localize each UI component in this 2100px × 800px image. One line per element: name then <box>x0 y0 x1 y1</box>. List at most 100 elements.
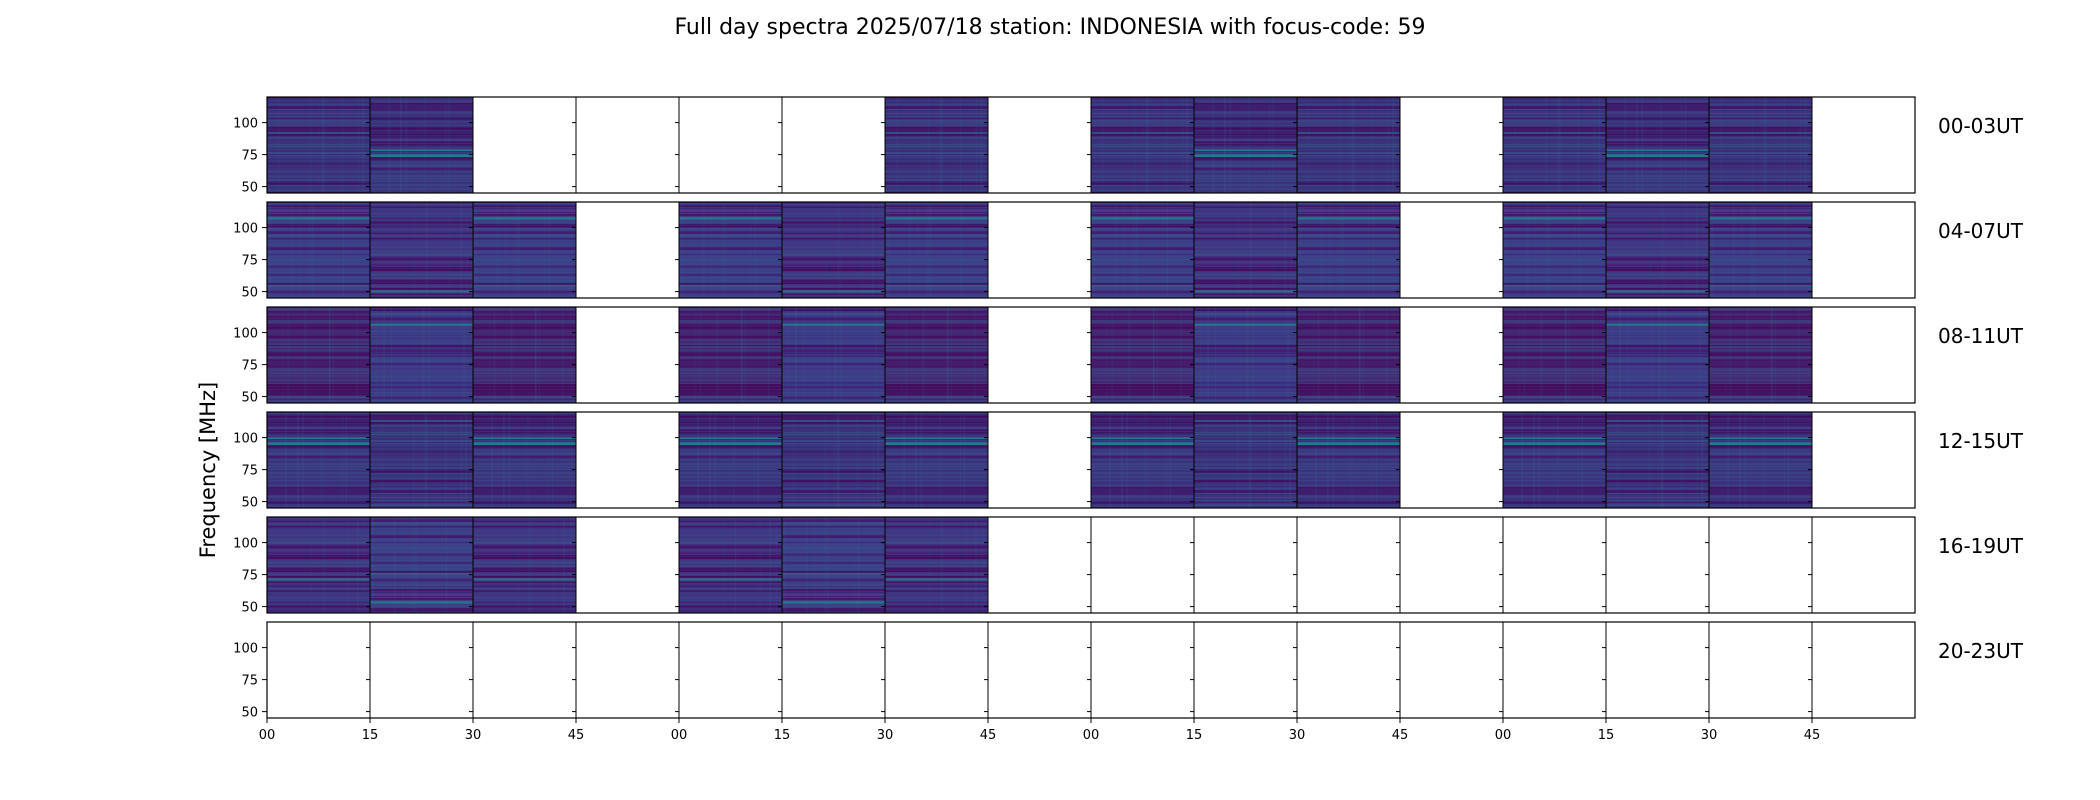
x-tick-label: 45 <box>568 728 585 743</box>
x-tick-label: 30 <box>1701 728 1718 743</box>
row-frame <box>266 201 1916 299</box>
spectrogram-panel <box>473 412 576 508</box>
row-frame <box>266 516 1916 614</box>
y-tick-label: 50 <box>241 496 258 511</box>
spectrogram-panel <box>267 412 370 508</box>
spectrogram-panel <box>1503 412 1606 508</box>
spectrogram-panel <box>267 202 370 298</box>
x-tick-label: 00 <box>1083 728 1100 743</box>
spectrogram-panel <box>1709 307 1812 403</box>
chart-title: Full day spectra 2025/07/18 station: IND… <box>674 15 1425 40</box>
spectrogram-panel <box>1503 202 1606 298</box>
spectrogram-panel <box>370 97 473 193</box>
y-tick-label: 75 <box>241 359 258 374</box>
x-tick-label: 45 <box>980 728 997 743</box>
y-axis-label: Frequency [MHz] <box>196 382 220 558</box>
spectrogram-panel <box>473 202 576 298</box>
spectrogram-panel <box>473 307 576 403</box>
spectrogram-panel <box>1297 412 1400 508</box>
spectrogram-panel <box>782 202 885 298</box>
row-label: 16-19UT <box>1938 534 2024 558</box>
x-tick-label: 15 <box>362 728 379 743</box>
spectrogram-panel <box>267 517 370 613</box>
x-tick-label: 15 <box>1598 728 1615 743</box>
y-tick-label: 100 <box>233 642 258 657</box>
spectrogram-panel <box>885 97 988 193</box>
spectrogram-panel <box>1194 307 1297 403</box>
spectrogram-panel <box>1709 412 1812 508</box>
spectrogram-panel <box>1194 412 1297 508</box>
spectrogram-panel <box>1297 307 1400 403</box>
spectrogram-panel <box>370 202 473 298</box>
x-tick-label: 30 <box>465 728 482 743</box>
spectrogram-panel <box>1606 97 1709 193</box>
row-frame <box>266 96 1916 194</box>
spectrogram-panel <box>782 412 885 508</box>
y-tick-label: 50 <box>241 181 258 196</box>
spectrogram-panel <box>1709 202 1812 298</box>
spectrogram-panel <box>1194 97 1297 193</box>
x-tick-label: 00 <box>671 728 688 743</box>
row-label: 08-11UT <box>1938 324 2024 348</box>
spectrogram-panel <box>1091 202 1194 298</box>
row-label: 04-07UT <box>1938 219 2024 243</box>
y-tick-label: 100 <box>233 537 258 552</box>
spectrogram-panel <box>1606 307 1709 403</box>
spectrogram-panel <box>267 307 370 403</box>
spectrogram-panel <box>782 517 885 613</box>
y-tick-label: 75 <box>241 674 258 689</box>
y-tick-label: 75 <box>241 149 258 164</box>
spectrogram-panel <box>1297 202 1400 298</box>
y-tick-label: 75 <box>241 569 258 584</box>
y-tick-label: 50 <box>241 706 258 721</box>
spectrogram-panel <box>370 517 473 613</box>
spectrogram-panel <box>1606 202 1709 298</box>
spectrogram-panel <box>1503 307 1606 403</box>
x-tick-label: 45 <box>1392 728 1409 743</box>
x-tick-label: 30 <box>877 728 894 743</box>
spectrogram-panel <box>370 307 473 403</box>
spectrogram-panel <box>1606 412 1709 508</box>
spectrogram-panel <box>885 307 988 403</box>
spectrogram-panel <box>1297 97 1400 193</box>
spectrogram-panel <box>370 412 473 508</box>
spectrogram-panel <box>885 202 988 298</box>
row-frame <box>266 411 1916 509</box>
spectrogram-panel <box>679 412 782 508</box>
row-label: 00-03UT <box>1938 114 2024 138</box>
spectrogram-panel <box>1091 97 1194 193</box>
y-tick-label: 50 <box>241 391 258 406</box>
row-frame <box>266 306 1916 404</box>
panel-grid: 00-03UT 100 75 50 04-07UT 100 75 50 08-11UT 100 75… <box>233 96 2024 743</box>
y-tick-label: 100 <box>233 117 258 132</box>
x-tick-label: 00 <box>259 728 276 743</box>
row-label: 20-23UT <box>1938 639 2024 663</box>
spectrogram-panel <box>679 517 782 613</box>
y-tick-label: 50 <box>241 286 258 301</box>
x-tick-label: 15 <box>1186 728 1203 743</box>
spectrogram-panel <box>679 202 782 298</box>
row-label: 12-15UT <box>1938 429 2024 453</box>
y-tick-label: 50 <box>241 601 258 616</box>
y-tick-label: 100 <box>233 327 258 342</box>
spectrogram-panel <box>1091 307 1194 403</box>
spectrogram-panel <box>1194 202 1297 298</box>
y-tick-label: 75 <box>241 254 258 269</box>
y-tick-label: 100 <box>233 222 258 237</box>
x-tick-label: 15 <box>774 728 791 743</box>
spectrogram-panel <box>1503 97 1606 193</box>
spectrogram-panel <box>885 412 988 508</box>
x-tick-label: 00 <box>1495 728 1512 743</box>
spectrogram-panel <box>885 517 988 613</box>
spectrogram-panel <box>1091 412 1194 508</box>
spectrogram-panel <box>782 307 885 403</box>
spectrogram-panel <box>473 517 576 613</box>
y-tick-label: 75 <box>241 464 258 479</box>
y-tick-label: 100 <box>233 432 258 447</box>
x-tick-label: 30 <box>1289 728 1306 743</box>
spectrogram-panel <box>1709 97 1812 193</box>
x-tick-label: 45 <box>1804 728 1821 743</box>
spectrogram-panel <box>679 307 782 403</box>
spectrogram-panel <box>267 97 370 193</box>
